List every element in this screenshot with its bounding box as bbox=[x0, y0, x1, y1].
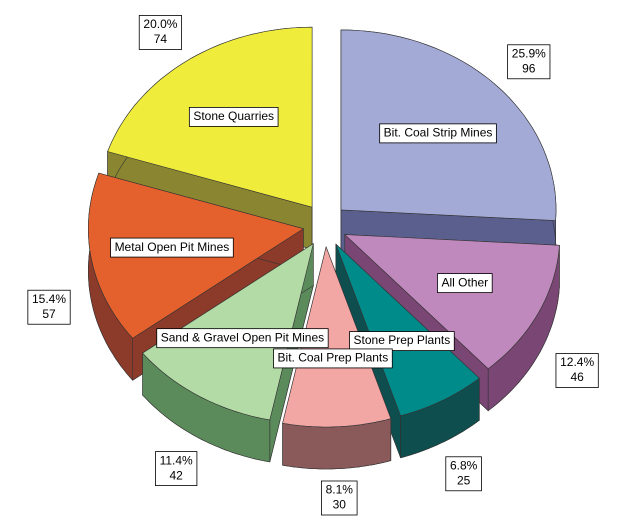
slice-name: Metal Open Pit Mines bbox=[115, 240, 230, 254]
slice-value: 25 bbox=[457, 473, 471, 487]
slice-top bbox=[282, 245, 392, 428]
slice-labels: All Other 12.4%46 bbox=[437, 273, 599, 388]
slice-labels: Sand & Gravel Open Pit Mines 11.4%42 bbox=[155, 328, 329, 486]
slice-value-box bbox=[445, 456, 482, 492]
slice-labels: Bit. Coal Strip Mines 25.9%96 bbox=[379, 44, 551, 144]
slice-name-box bbox=[110, 237, 234, 258]
slice-value-box bbox=[138, 15, 182, 50]
slice-value: 8.1% bbox=[326, 483, 354, 497]
slice-value: 74 bbox=[154, 32, 168, 46]
slice-name-box bbox=[349, 331, 455, 351]
slice-name: Stone Prep Plants bbox=[354, 333, 451, 347]
slice-name: All Other bbox=[441, 275, 488, 289]
slice-value: 15.4% bbox=[32, 292, 66, 306]
slice-name-box bbox=[379, 123, 497, 144]
slice-name-box bbox=[437, 273, 493, 294]
slice-value-box bbox=[507, 44, 551, 80]
slice-value: 96 bbox=[522, 61, 536, 75]
slice-top bbox=[344, 234, 560, 370]
slice-value: 42 bbox=[169, 468, 183, 482]
slice-value: 6.8% bbox=[450, 458, 478, 472]
slice-labels: Stone Quarries 20.0%74 bbox=[138, 15, 279, 127]
slice-value-box bbox=[27, 289, 71, 325]
slice-value: 12.4% bbox=[560, 355, 594, 369]
slice-value-box bbox=[321, 480, 358, 516]
slice-name-box bbox=[273, 348, 393, 369]
slice-value: 11.4% bbox=[160, 453, 193, 467]
slice-value-box bbox=[555, 353, 599, 388]
slice-labels: Metal Open Pit Mines 15.4%57 bbox=[27, 237, 234, 325]
slice-value-box bbox=[155, 451, 198, 486]
slice-value: 57 bbox=[42, 307, 56, 321]
slice-name: Sand & Gravel Open Pit Mines bbox=[161, 330, 324, 344]
slice-name: Bit. Coal Prep Plants bbox=[278, 351, 389, 365]
slice-top bbox=[335, 243, 480, 417]
slice-value: 46 bbox=[570, 370, 584, 384]
slice-value: 25.9% bbox=[512, 46, 546, 60]
slice-name-box bbox=[156, 328, 329, 349]
slice-value: 30 bbox=[333, 498, 347, 512]
slice-labels: Stone Prep Plants 6.8%25 bbox=[349, 331, 482, 492]
slice-labels: Bit. Coal Prep Plants 8.1%30 bbox=[273, 348, 393, 516]
slice-name: Stone Quarries bbox=[193, 109, 274, 123]
slice-value: 20.0% bbox=[143, 17, 177, 31]
slice-name: Bit. Coal Strip Mines bbox=[384, 126, 493, 140]
slice-name-box bbox=[188, 107, 279, 127]
